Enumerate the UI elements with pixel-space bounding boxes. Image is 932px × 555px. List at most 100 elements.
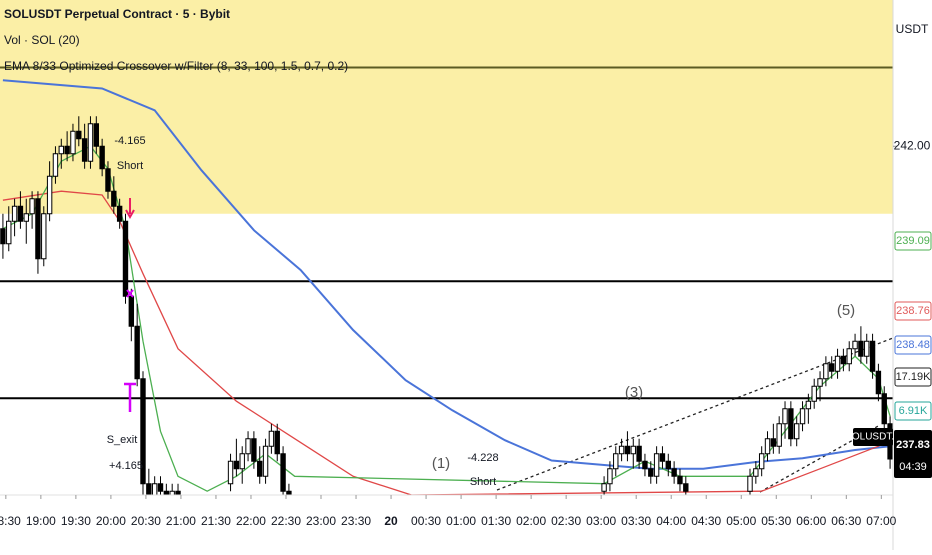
x-tick-label: 02:30 [551, 514, 581, 528]
candle-body [636, 445, 642, 462]
x-tick-label: 03:30 [621, 514, 651, 528]
candle-body [607, 468, 613, 485]
trade-label: +4.165 [109, 460, 143, 472]
x-tick-label: 22:00 [236, 514, 266, 528]
volume-indicator: Vol · SOL (20) [4, 33, 80, 47]
candle-body [677, 475, 683, 485]
candle-body [128, 295, 135, 327]
wave-label: (1) [432, 455, 450, 472]
candle-body [758, 453, 765, 470]
candle-body [286, 490, 292, 495]
candle-body [111, 190, 117, 207]
price-tag-box [894, 430, 932, 478]
trade-label: Short [117, 160, 143, 172]
currency: USDT [896, 22, 929, 36]
candle-body [251, 438, 257, 462]
candle-body [70, 130, 76, 155]
ema-tag-box [894, 231, 932, 251]
trade-label: S_exit [107, 434, 138, 446]
indicator-line [2, 145, 891, 492]
candle-body [793, 423, 800, 440]
x-tick-label: 03:00 [586, 514, 616, 528]
candle-body [76, 130, 82, 140]
wave-label: (5) [837, 302, 855, 319]
indicator-line [2, 190, 891, 495]
candle-body [257, 460, 263, 477]
x-tick-label: 07:00 [866, 514, 896, 528]
candle-body [881, 393, 887, 425]
x-tick-label: 19:00 [26, 514, 56, 528]
ema-tag: 238.48 [896, 339, 930, 351]
trade-label: -4.165 [114, 135, 145, 147]
candle-body [624, 445, 631, 455]
x-tick-label: 21:00 [166, 514, 196, 528]
trade-label: Short [470, 476, 496, 488]
signal-cross [126, 289, 134, 298]
highlight-zone [0, 0, 893, 214]
candle-body [245, 438, 251, 455]
candle-body [753, 468, 759, 477]
candle-body [613, 453, 619, 470]
trend-line [496, 337, 893, 491]
strategy-name: EMA 8/33 Optimized Crossover w/Filter (8… [4, 59, 348, 73]
candle-body [869, 340, 876, 372]
candle-body [146, 483, 152, 495]
candle-body [683, 483, 689, 492]
candle-body [274, 430, 280, 455]
candle-body [93, 123, 100, 147]
x-tick-label: 22:30 [271, 514, 301, 528]
candle-body [817, 378, 823, 387]
candle-body [280, 453, 286, 492]
volume-tag-box [894, 401, 932, 421]
overlay: -4.165 Short S_exit +4.165 -4.228 Short (1) (3)… [107, 135, 855, 488]
candle-body [823, 363, 829, 380]
volume-tag: 17.19K [896, 371, 932, 383]
candle-body [35, 198, 41, 260]
candle-body [41, 213, 47, 260]
candle-body [811, 385, 817, 402]
candle-body [151, 483, 158, 495]
candle-body [175, 490, 181, 495]
candle-body [11, 205, 18, 222]
countdown: 04:39 [899, 461, 927, 473]
candle-body [858, 340, 864, 357]
price-tag: 237.83 [896, 439, 930, 451]
candle-body [852, 340, 858, 350]
candle-body [87, 123, 94, 162]
x-tick-label: 18:30 [0, 514, 21, 528]
candle-body [116, 205, 123, 222]
candle-body [805, 400, 812, 410]
candle-body [840, 355, 847, 365]
x-tick-label: 04:00 [656, 514, 686, 528]
candle-body [163, 490, 170, 495]
signal-arrow [125, 198, 135, 220]
candle-body [23, 213, 29, 222]
candle-body [134, 325, 140, 380]
plot-area [0, 0, 893, 495]
candle-body [788, 408, 794, 440]
x-tick-label: 20:00 [96, 514, 126, 528]
y-tick-label: 242.00 [894, 138, 931, 152]
candle-body [262, 445, 269, 477]
candle-body [770, 438, 777, 447]
ema-tag-box [894, 301, 932, 321]
x-tick-label: 01:30 [481, 514, 511, 528]
candle-body [105, 168, 111, 192]
exit-marker [124, 382, 136, 412]
candle-body [239, 453, 245, 470]
x-tick-label: 05:30 [761, 514, 791, 528]
ema-tag: 239.09 [896, 235, 930, 247]
candle-body [58, 145, 64, 155]
candle-body [233, 460, 240, 470]
candle-body [834, 355, 841, 372]
candle-body [618, 445, 625, 455]
candle-body [642, 460, 648, 470]
chart-title: SOLUSDT Perpetual Contract · 5 · Bybit [4, 7, 230, 21]
candle-body [875, 370, 882, 395]
candle-body [630, 445, 636, 455]
x-tick-label: 19:30 [61, 514, 91, 528]
ema-tag-box [894, 335, 932, 355]
candle-body [601, 483, 607, 492]
